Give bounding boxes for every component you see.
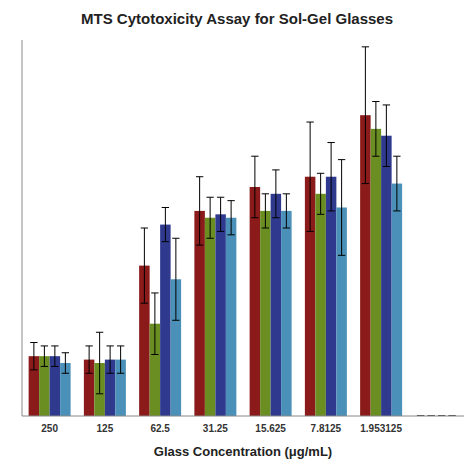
y-axis-line [22, 40, 23, 416]
x-tick-label: 1.953125 [360, 423, 402, 434]
error-bar [306, 122, 313, 231]
error-bar [283, 194, 290, 228]
error-bar [206, 197, 213, 238]
error-bar [162, 207, 169, 241]
bar [371, 129, 381, 416]
x-tick-label: 31.25 [203, 423, 228, 434]
x-tick-label: 62.5 [150, 423, 170, 434]
x-tick-label: 15.625 [255, 423, 286, 434]
error-bar [338, 160, 345, 256]
bar [260, 211, 270, 416]
bar [226, 218, 236, 416]
error-bar [51, 346, 58, 367]
plot-area [29, 47, 456, 416]
x-axis-label: Glass Concentration (μg/mL) [154, 444, 332, 459]
error-bar [62, 353, 69, 374]
x-tick-label: 250 [41, 423, 58, 434]
bar [205, 218, 215, 416]
error-bar [327, 143, 334, 211]
bar [392, 184, 402, 416]
bar [160, 225, 170, 416]
error-bar [317, 173, 324, 214]
bar [271, 194, 281, 416]
error-bar [262, 194, 269, 228]
bar [381, 136, 391, 416]
error-bar [393, 156, 400, 211]
error-bar [30, 343, 37, 370]
error-bar [383, 105, 390, 167]
x-tick-label: 7.8125 [311, 423, 342, 434]
error-bar [362, 47, 369, 184]
bar [250, 187, 260, 416]
error-bar [272, 170, 279, 218]
error-bar [96, 332, 103, 394]
error-bar [372, 102, 379, 157]
error-bar [117, 346, 124, 373]
bar [281, 211, 291, 416]
bar [215, 214, 225, 416]
bar [326, 177, 336, 416]
title: MTS Cytotoxicity Assay for Sol-Gel Glass… [81, 10, 393, 27]
error-bar [217, 197, 224, 231]
error-bar [41, 346, 48, 367]
x-axis-line [22, 416, 464, 417]
error-bar [106, 346, 113, 373]
error-bar [151, 293, 158, 355]
bar [315, 194, 325, 416]
error-bar [172, 238, 179, 320]
error-bar [251, 156, 258, 218]
x-tick-label: 125 [97, 423, 114, 434]
chart: MTS Cytotoxicity Assay for Sol-Gel Glass… [0, 0, 474, 474]
error-bar [85, 346, 92, 373]
error-bar [227, 201, 234, 235]
error-bar [141, 228, 148, 303]
error-bar [196, 177, 203, 245]
